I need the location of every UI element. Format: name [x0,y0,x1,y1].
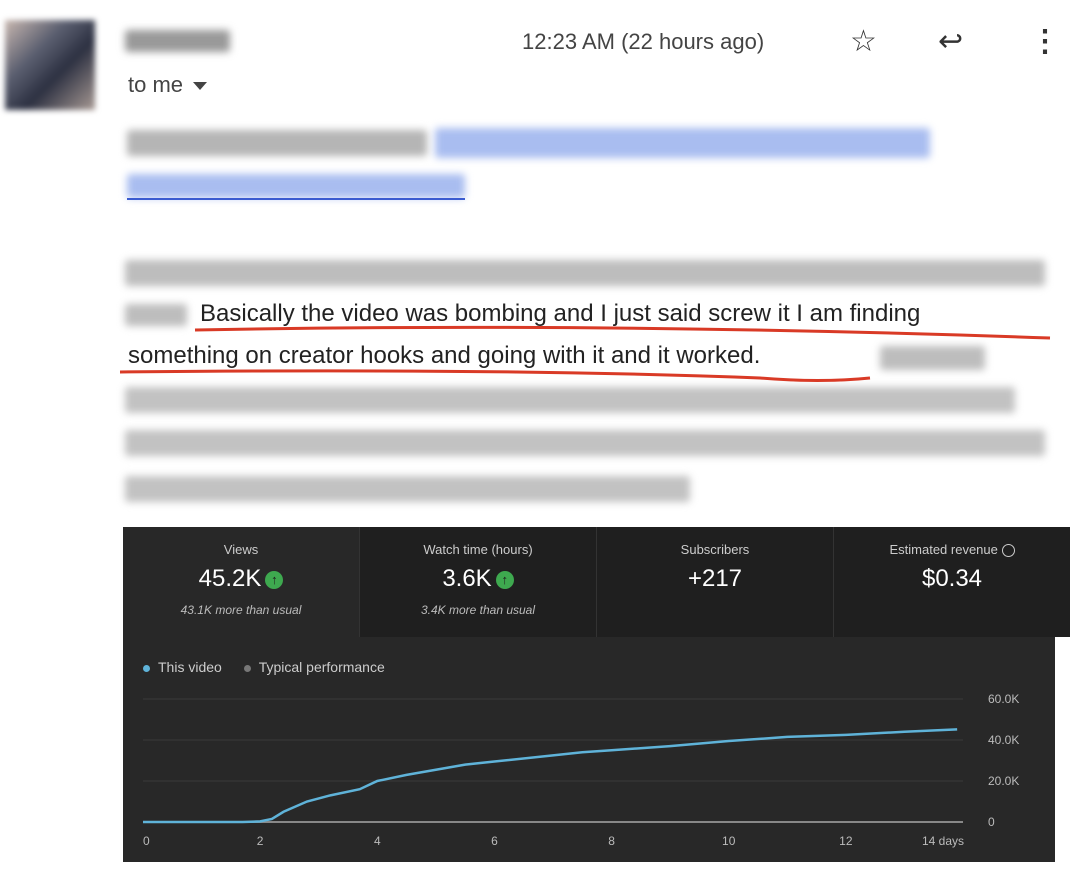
clock-icon [1001,544,1015,558]
link-underline [127,198,465,200]
legend-item-typical[interactable]: Typical performance [243,659,385,675]
recipient-label: to me [128,72,184,97]
red-underline-annotation [119,325,1051,382]
x-tick-label: 12 [839,834,853,848]
y-tick-label: 60.0K [988,692,1019,706]
arrow-up-icon: ↑ [265,570,284,589]
metric-label: Subscribers [680,542,750,557]
redacted-text [125,387,1015,413]
redacted-link[interactable] [127,174,465,198]
x-tick-label: 2 [257,834,264,848]
highlighted-text-line: Basically the video was bombing and I ju… [200,300,921,327]
metric-value: 45.2K ↑ [123,565,359,593]
x-tick-label: 6 [491,834,498,848]
y-tick-label: 20.0K [988,774,1019,788]
views-chart: 0 20.0K 40.0K 60.0K 0 2 4 6 8 10 12 14 days [143,692,1019,848]
analytics-panel: Views 45.2K ↑ 43.1K more than usual Watch … [123,527,1070,862]
x-tick-label: 4 [374,834,381,848]
arrow-up-icon: ↑ [495,570,514,589]
redacted-text [125,430,1045,456]
x-tick-label: 8 [608,834,615,848]
recipient-dropdown[interactable]: to me [128,72,208,98]
metric-value: +217 [687,565,743,592]
metric-label: Watch time (hours) [423,542,533,557]
metric-card-2[interactable]: Subscribers +217 [597,527,834,637]
metric-subtext: 43.1K more than usual [180,603,302,617]
series-line-this-video [143,728,958,824]
legend-item-this-video[interactable]: This video [143,659,222,675]
redacted-text [127,130,427,156]
reply-icon[interactable]: ↩ [938,25,964,58]
metric-card-0[interactable]: Views 45.2K ↑ 43.1K more than usual [123,527,360,637]
timestamp: 12:23 AM (22 hours ago) [522,29,765,54]
redacted-text [125,304,187,326]
star-icon[interactable]: ☆ [850,25,877,58]
sender-name-redacted [125,30,230,52]
y-tick-label: 40.0K [988,733,1019,747]
metric-label: Views [223,542,259,557]
chart-legend: This video Typical performance [143,659,385,675]
caret-down-icon [193,82,208,91]
x-tick-label: 10 [722,834,736,848]
redacted-text [125,476,690,502]
redacted-text [880,346,985,370]
metric-card-3[interactable]: Estimated revenue $0.34 [834,527,1070,637]
metric-value: 3.6K ↑ [360,565,596,593]
metric-value: $0.34 [921,565,983,593]
x-tick-label: 0 [143,834,150,848]
sender-avatar [5,20,95,110]
redacted-text [125,260,1045,286]
metric-card-1[interactable]: Watch time (hours) 3.6K ↑ 3.4K more than … [360,527,597,637]
highlighted-text-line: something on creator hooks and going wit… [128,342,761,369]
redacted-link[interactable] [435,128,930,158]
x-tick-label: 14 days [922,834,964,848]
y-tick-label: 0 [988,815,995,829]
metric-subtext: 3.4K more than usual [420,603,536,617]
metric-label: Estimated revenue [834,542,1070,558]
more-vert-icon[interactable]: ⋮ [1030,25,1060,58]
